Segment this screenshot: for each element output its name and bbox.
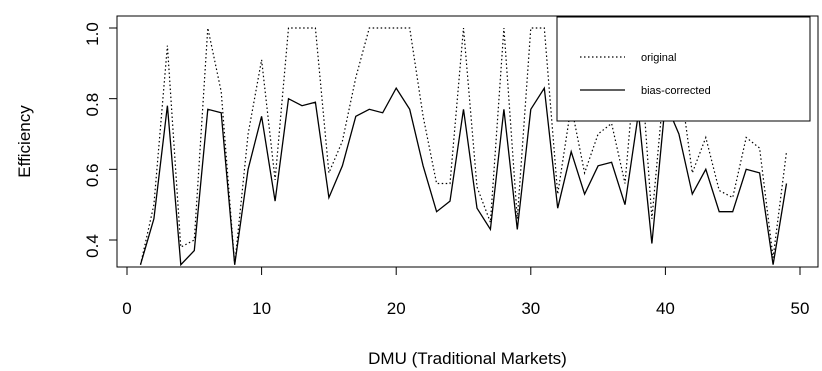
legend-label: original	[641, 52, 676, 64]
x-tick-label: 20	[387, 299, 406, 318]
y-axis-label: Efficiency	[15, 105, 34, 178]
legend-box	[556, 16, 811, 122]
x-axis: 0 10 20 30 40 50	[122, 266, 810, 318]
y-tick-label: 1.0	[83, 22, 102, 46]
y-axis: 0.4 0.6 0.8 1.0	[83, 22, 118, 258]
x-tick-label: 50	[791, 299, 810, 318]
plot-frame	[116, 15, 819, 268]
series-line-original	[139, 27, 788, 265]
x-tick-label: 40	[656, 299, 675, 318]
legend-label: bias-corrected	[641, 85, 711, 97]
x-tick-label: 0	[122, 299, 131, 318]
x-tick-label: 10	[252, 299, 271, 318]
y-tick-label: 0.8	[83, 93, 102, 117]
x-axis-label: DMU (Traditional Markets)	[368, 349, 567, 368]
y-tick-label: 0.6	[83, 164, 102, 188]
series-layer	[139, 27, 788, 267]
y-tick-label: 0.4	[83, 234, 102, 258]
x-tick-label: 30	[521, 299, 540, 318]
legend: original bias-corrected	[556, 16, 811, 122]
series-line-bias-corrected	[139, 86, 788, 267]
